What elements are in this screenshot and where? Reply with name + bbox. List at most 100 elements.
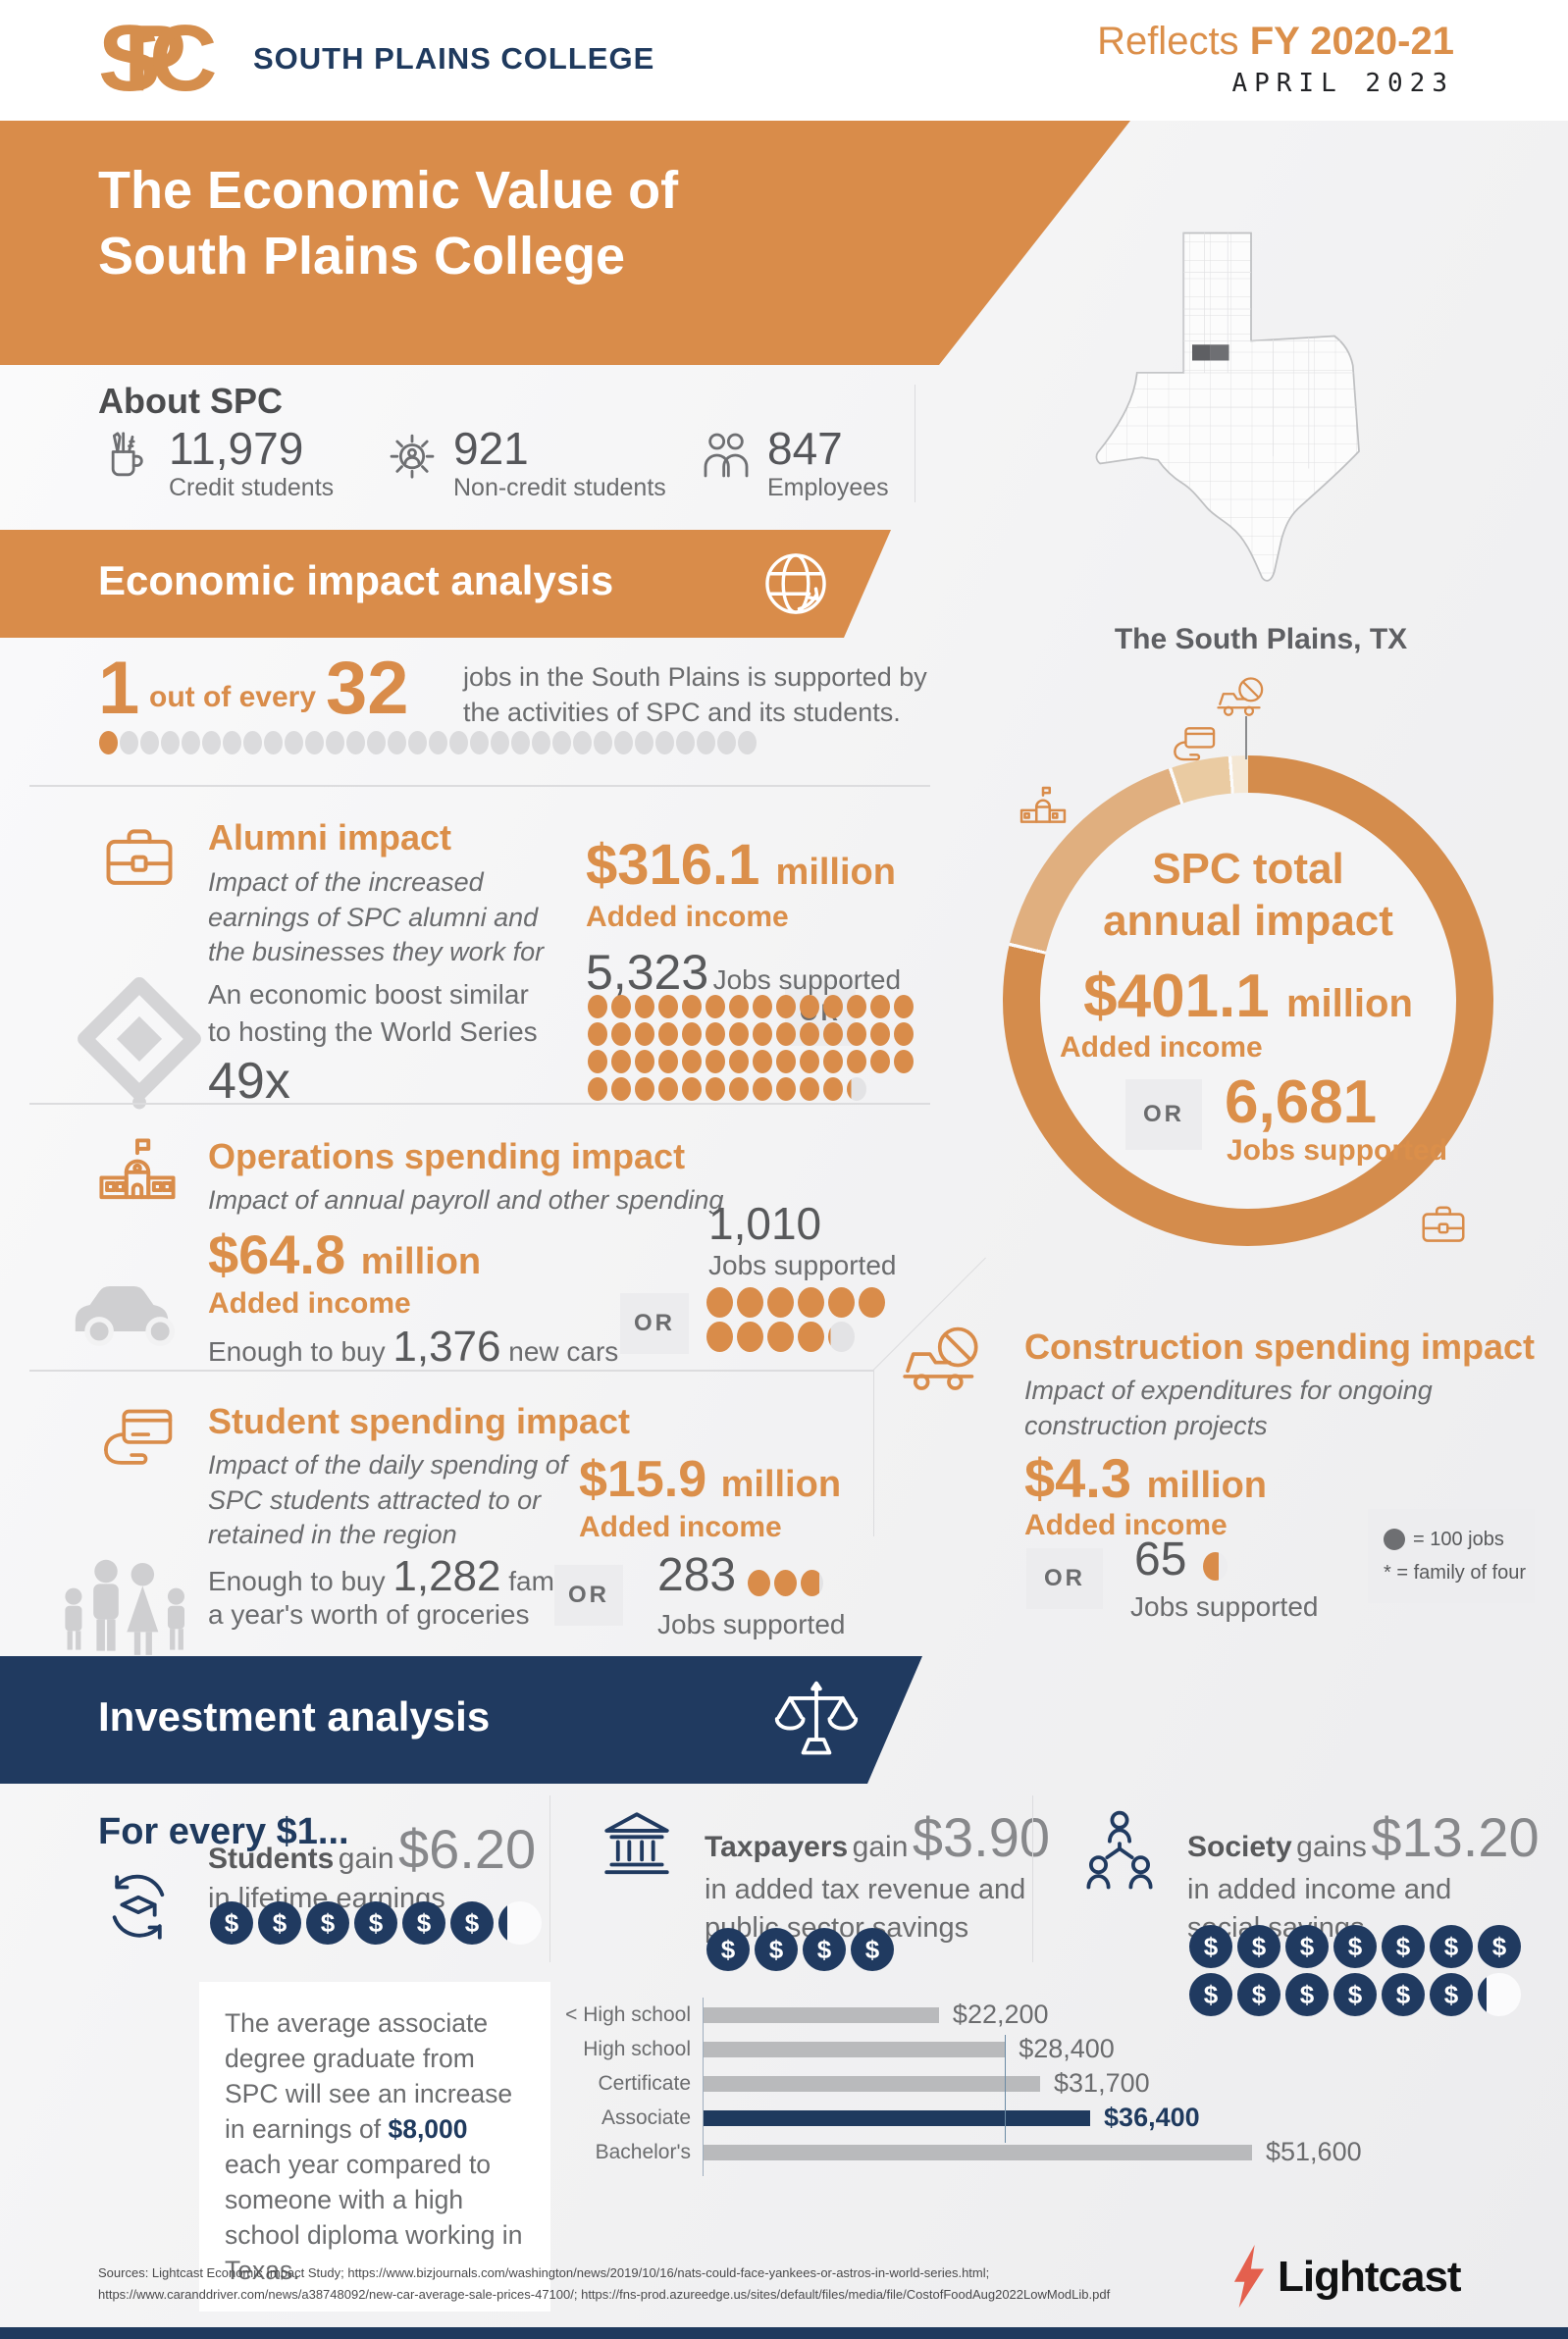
lightcast-wordmark: Lightcast [1278, 2253, 1462, 2301]
job-dot [588, 1077, 607, 1101]
job-dot [429, 731, 447, 754]
ratio-desc: jobs in the South Plains is supported by… [463, 662, 927, 728]
job-dot [706, 1022, 725, 1046]
chart-category-label: < High school [565, 2002, 691, 2026]
job-dot [614, 731, 633, 754]
student-amount: $15.9 million [579, 1451, 842, 1508]
chart-value-label: $22,200 [952, 2000, 1049, 2029]
job-dot [532, 731, 550, 754]
chart-row: High school $28,400 [548, 2032, 1411, 2066]
dollar-coin-icon: $ [1430, 1925, 1473, 1968]
job-dot [706, 1287, 733, 1318]
job-dot [717, 731, 736, 754]
dollar-coin-icon: $ [1285, 1925, 1329, 1968]
dollar-coin-icon: $ [1237, 1925, 1281, 1968]
job-dot [870, 995, 890, 1018]
alumni-jobs-dots [586, 995, 915, 1105]
job-dot [776, 1077, 796, 1101]
job-dot [326, 731, 344, 754]
student-jobs-dots [746, 1570, 825, 1600]
job-dot [706, 995, 725, 1018]
student-or-box: OR [554, 1565, 623, 1626]
job-dot [285, 731, 303, 754]
job-dot [658, 1022, 678, 1046]
dollar-coin-icon: $ [1478, 1925, 1521, 1968]
job-dot [774, 1570, 797, 1596]
stat-employees: 847 [767, 423, 843, 474]
total-jobs: 6,681 [1225, 1068, 1378, 1136]
associate-earnings-note: The average associate degree graduate fr… [199, 1982, 550, 2312]
job-dot [1203, 1552, 1228, 1581]
job-dot [635, 1050, 654, 1073]
reflects-fy: Reflects FY 2020-21 [1097, 20, 1454, 63]
dollar-coin-icon: $ [1333, 1973, 1377, 2016]
student-desc: Impact of the daily spending of SPC stude… [208, 1450, 568, 1550]
chart-row: Certificate $31,700 [548, 2066, 1411, 2101]
job-dot [140, 731, 159, 754]
construction-amount: $4.3 million [1024, 1447, 1268, 1509]
stat-credit-students: 11,979 [169, 423, 304, 474]
total-amount-label: Added income [1060, 1030, 1263, 1064]
total-impact-center: SPC total annual impact $401.1 million Ad… [1032, 844, 1464, 1065]
job-dot [706, 1077, 725, 1101]
job-dot [511, 731, 530, 754]
chart-bar [703, 2041, 1006, 2057]
job-dot [859, 1287, 885, 1318]
job-dot [737, 1322, 763, 1352]
alumni-title: Alumni impact [208, 817, 452, 858]
job-dot [682, 995, 702, 1018]
job-dot [800, 1050, 819, 1073]
operations-jobs: 1,010 [708, 1198, 822, 1249]
ratio-middle: out of every [149, 681, 317, 713]
job-dot [823, 1050, 843, 1073]
chart-value-label: $28,400 [1019, 2034, 1115, 2063]
dollar-coin-icon: $ [402, 1901, 445, 1945]
sources-text: Sources: Lightcast Economic Impact Study… [98, 2265, 1111, 2302]
dollar-coin-icon [1478, 1973, 1521, 2016]
job-dot [706, 1322, 733, 1352]
job-dot [408, 731, 427, 754]
ratio-dots [98, 731, 758, 756]
job-dot [738, 731, 757, 754]
job-dot [737, 1287, 763, 1318]
job-dot [706, 1050, 725, 1073]
dollar-coin-icon: $ [306, 1901, 349, 1945]
job-dot [753, 1022, 772, 1046]
chart-row: < High school $22,200 [548, 1998, 1411, 2032]
pencil-cup-icon [98, 428, 153, 483]
job-dot [682, 1050, 702, 1073]
job-dot [753, 1050, 772, 1073]
job-dot [676, 731, 695, 754]
job-dot [611, 1022, 631, 1046]
report-date: APRIL 2023 [1231, 69, 1454, 98]
job-dot [635, 995, 654, 1018]
job-dot [847, 1022, 866, 1046]
baseball-field-icon [71, 973, 208, 1120]
student-title: Student spending impact [208, 1401, 631, 1441]
job-dot [202, 731, 221, 754]
chart-value-label: $36,400 [1104, 2103, 1200, 2132]
dollar-coin-icon: $ [354, 1901, 397, 1945]
scales-icon [771, 1674, 862, 1764]
texas-map [1065, 201, 1457, 613]
alumni-amount-label: Added income [586, 901, 789, 933]
construction-title: Construction spending impact [1024, 1326, 1536, 1367]
alumni-amount: $316.1 million [586, 833, 896, 897]
dollar-coin-icon: $ [1285, 1973, 1329, 2016]
operations-desc: Impact of annual payroll and other spend… [208, 1185, 724, 1215]
about-heading: About SPC [98, 381, 283, 421]
job-dot [828, 1322, 855, 1352]
job-dot [655, 731, 674, 754]
job-dot [798, 1287, 824, 1318]
students-gain: Students gain $6.20 in lifetime earnings [208, 1818, 537, 1914]
alumni-desc: Impact of the increased earnings of SPC a… [208, 867, 545, 967]
job-dot [729, 1050, 749, 1073]
school-small-icon [1017, 785, 1070, 834]
donut-callout-line [1245, 716, 1247, 759]
total-or-box: OR [1125, 1079, 1202, 1150]
legend-dot-icon [1384, 1529, 1405, 1550]
operations-equivalent: Enough to buy 1,376 new cars [208, 1323, 619, 1371]
construction-jobs-dot [1203, 1552, 1228, 1581]
dollar-coin-icon: $ [258, 1901, 301, 1945]
